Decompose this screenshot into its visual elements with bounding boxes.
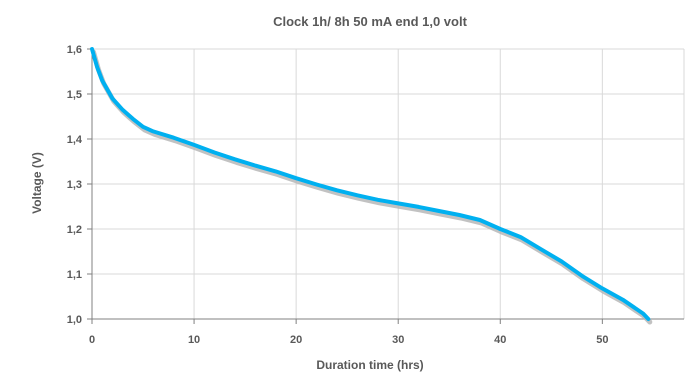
- y-tick-label: 1,2: [67, 224, 82, 236]
- x-tick-label: 50: [596, 334, 608, 346]
- y-tick-label: 1,4: [67, 134, 83, 146]
- y-axis-ticks: 1,0 1,1 1,2 1,3 1,4 1,5 1,6: [67, 44, 92, 326]
- chart-title: Clock 1h/ 8h 50 mA end 1,0 volt: [273, 14, 468, 29]
- x-tick-label: 30: [392, 334, 404, 346]
- series-line-shadow: [91, 49, 653, 325]
- y-axis-title: Voltage (V): [30, 152, 44, 214]
- x-axis-ticks: 0 10 20 30 40 50: [89, 319, 608, 346]
- y-tick-label: 1,0: [67, 314, 82, 326]
- y-tick-label: 1,6: [67, 44, 82, 56]
- x-tick-label: 20: [290, 334, 302, 346]
- gridlines: [92, 48, 685, 319]
- y-tick-label: 1,3: [67, 179, 82, 191]
- y-tick-label: 1,1: [67, 269, 82, 281]
- x-tick-label: 40: [494, 334, 506, 346]
- x-axis-title: Duration time (hrs): [316, 358, 423, 372]
- x-tick-label: 10: [188, 334, 200, 346]
- y-tick-label: 1,5: [67, 89, 82, 101]
- series-line: [90, 47, 651, 321]
- series-group: [90, 47, 653, 325]
- x-tick-label: 0: [89, 334, 95, 346]
